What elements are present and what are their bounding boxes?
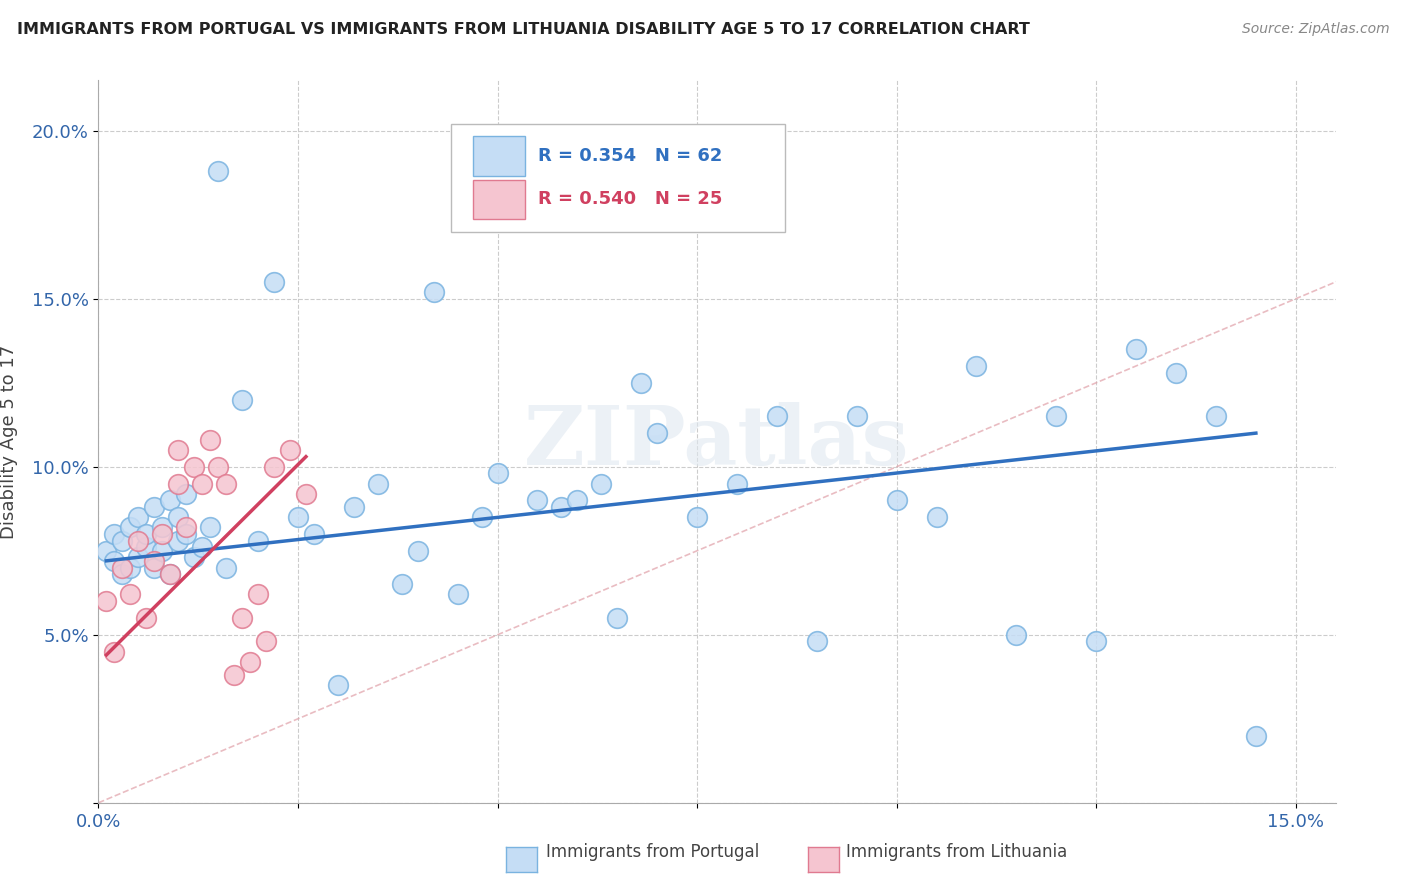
Point	[686, 510, 709, 524]
Point	[224, 668, 246, 682]
Point	[143, 554, 166, 568]
Point	[247, 587, 270, 601]
Point	[174, 486, 197, 500]
Point	[567, 493, 589, 508]
Point	[725, 476, 748, 491]
Point	[886, 493, 908, 508]
Point	[215, 476, 238, 491]
Bar	[474, 179, 526, 219]
Point	[343, 500, 366, 514]
Point	[150, 527, 173, 541]
Point	[287, 510, 309, 524]
Point	[159, 567, 181, 582]
Point	[263, 275, 285, 289]
Point	[191, 476, 214, 491]
Bar	[474, 136, 526, 176]
Point	[1164, 366, 1187, 380]
Point	[422, 285, 444, 299]
Point	[183, 459, 205, 474]
Point	[263, 459, 285, 474]
Point	[526, 493, 548, 508]
Point	[326, 678, 349, 692]
Text: IMMIGRANTS FROM PORTUGAL VS IMMIGRANTS FROM LITHUANIA DISABILITY AGE 5 TO 17 COR: IMMIGRANTS FROM PORTUGAL VS IMMIGRANTS F…	[17, 22, 1029, 37]
Point	[127, 533, 149, 548]
Point	[103, 554, 125, 568]
Point	[550, 500, 572, 514]
Point	[127, 550, 149, 565]
Point	[111, 567, 134, 582]
Point	[925, 510, 948, 524]
Point	[135, 611, 157, 625]
Point	[966, 359, 988, 373]
Point	[1085, 634, 1108, 648]
Point	[120, 560, 142, 574]
Point	[174, 520, 197, 534]
Point	[103, 644, 125, 658]
Point	[231, 392, 253, 407]
Point	[1125, 342, 1147, 356]
Point	[1205, 409, 1227, 424]
Point	[630, 376, 652, 390]
Point	[1005, 628, 1028, 642]
Point	[96, 594, 118, 608]
Text: Immigrants from Lithuania: Immigrants from Lithuania	[846, 843, 1067, 861]
Point	[239, 655, 262, 669]
Point	[167, 442, 190, 457]
Point	[766, 409, 789, 424]
Point	[150, 543, 173, 558]
Point	[111, 560, 134, 574]
Point	[606, 611, 628, 625]
Point	[645, 426, 668, 441]
Point	[391, 577, 413, 591]
Point	[591, 476, 613, 491]
Point	[215, 560, 238, 574]
Point	[167, 510, 190, 524]
Point	[486, 467, 509, 481]
Point	[278, 442, 301, 457]
Point	[295, 486, 318, 500]
Point	[1244, 729, 1267, 743]
Point	[167, 533, 190, 548]
Text: R = 0.540   N = 25: R = 0.540 N = 25	[537, 191, 723, 209]
Point	[143, 500, 166, 514]
Point	[127, 510, 149, 524]
Point	[247, 533, 270, 548]
Point	[254, 634, 277, 648]
Point	[207, 164, 229, 178]
Point	[198, 433, 221, 447]
Point	[1045, 409, 1067, 424]
Point	[135, 541, 157, 555]
Text: Source: ZipAtlas.com: Source: ZipAtlas.com	[1241, 22, 1389, 37]
Point	[120, 587, 142, 601]
Point	[446, 587, 468, 601]
Point	[806, 634, 828, 648]
Point	[167, 476, 190, 491]
Point	[111, 533, 134, 548]
Point	[471, 510, 494, 524]
Point	[183, 550, 205, 565]
Text: R = 0.354   N = 62: R = 0.354 N = 62	[537, 147, 723, 165]
Point	[96, 543, 118, 558]
Point	[135, 527, 157, 541]
Point	[159, 567, 181, 582]
Point	[207, 459, 229, 474]
Point	[103, 527, 125, 541]
Point	[406, 543, 429, 558]
Point	[367, 476, 389, 491]
Y-axis label: Disability Age 5 to 17: Disability Age 5 to 17	[0, 344, 18, 539]
Point	[198, 520, 221, 534]
Point	[231, 611, 253, 625]
Point	[302, 527, 325, 541]
Point	[143, 560, 166, 574]
Text: ZIPatlas: ZIPatlas	[524, 401, 910, 482]
FancyBboxPatch shape	[451, 124, 785, 232]
Point	[174, 527, 197, 541]
Point	[191, 541, 214, 555]
Text: Immigrants from Portugal: Immigrants from Portugal	[546, 843, 759, 861]
Point	[120, 520, 142, 534]
Point	[150, 520, 173, 534]
Point	[845, 409, 868, 424]
Point	[159, 493, 181, 508]
